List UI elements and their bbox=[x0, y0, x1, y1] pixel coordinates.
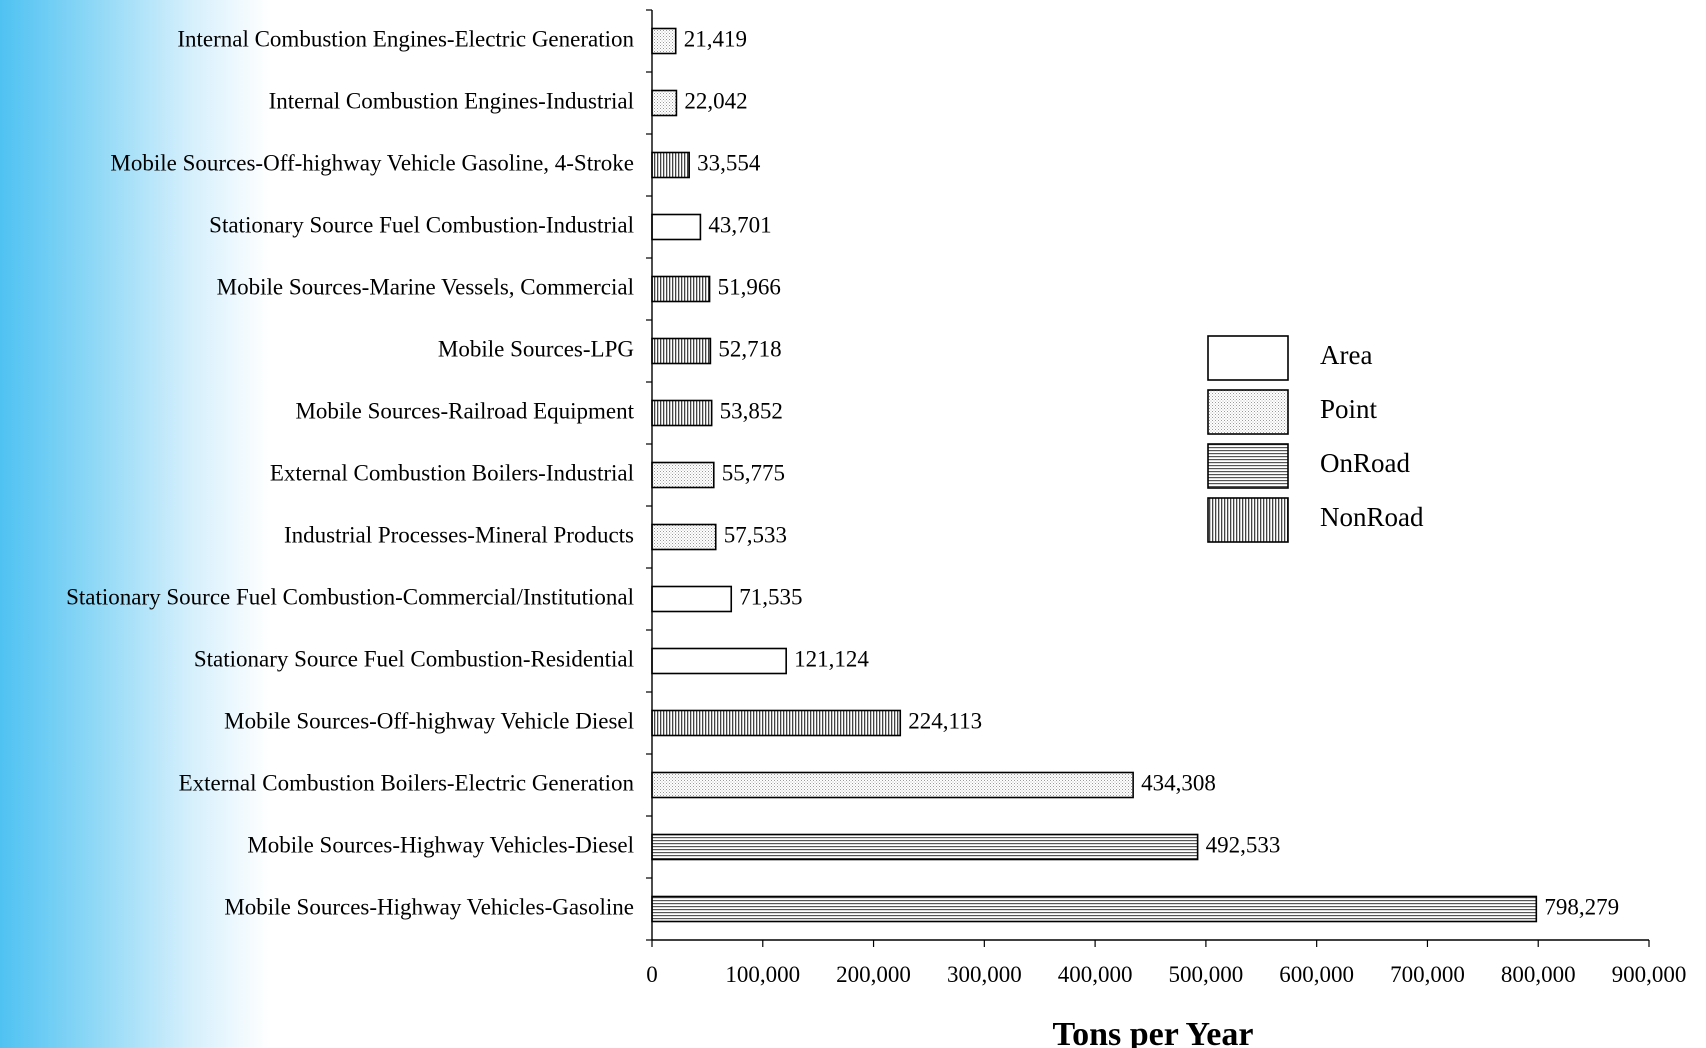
value-labels: 21,419 22,042 33,554 43,701 51,966 52,718 53,8… bbox=[684, 26, 1619, 919]
category-label: Mobile Sources-Off-highway Vehicle Gasol… bbox=[110, 150, 634, 175]
data-label: 53,852 bbox=[720, 398, 783, 423]
x-tick-label: 200,000 bbox=[836, 962, 911, 987]
bar bbox=[651, 337, 712, 365]
data-label: 492,533 bbox=[1206, 832, 1281, 857]
x-tick-label: 400,000 bbox=[1058, 962, 1133, 987]
bar bbox=[651, 647, 787, 675]
data-label: 57,533 bbox=[724, 522, 787, 547]
category-label: Mobile Sources-Highway Vehicles-Diesel bbox=[247, 832, 634, 857]
legend-swatch bbox=[1207, 443, 1289, 489]
x-tick-label: 800,000 bbox=[1501, 962, 1576, 987]
legend-label: Area bbox=[1320, 340, 1372, 370]
data-label: 121,124 bbox=[794, 646, 869, 671]
bar bbox=[651, 461, 715, 489]
bar bbox=[651, 275, 711, 303]
axes: 0 100,000 200,000 300,000 400,000 500,000 600,… bbox=[646, 9, 1687, 987]
data-label: 33,554 bbox=[697, 150, 761, 175]
bar bbox=[651, 151, 690, 179]
data-label: 52,718 bbox=[718, 336, 781, 361]
bar bbox=[651, 895, 1538, 923]
data-label: 798,279 bbox=[1544, 894, 1619, 919]
data-label: 22,042 bbox=[684, 88, 747, 113]
x-tick-label: 900,000 bbox=[1612, 962, 1687, 987]
category-label: External Combustion Boilers-Industrial bbox=[270, 460, 634, 485]
bar bbox=[651, 399, 713, 427]
category-label: External Combustion Boilers-Electric Gen… bbox=[179, 770, 635, 795]
category-label: Mobile Sources-Railroad Equipment bbox=[295, 398, 634, 423]
data-label: 71,535 bbox=[739, 584, 802, 609]
bar bbox=[651, 523, 717, 551]
x-axis-title: Tons per Year bbox=[1053, 1016, 1254, 1048]
legend-swatch bbox=[1207, 497, 1289, 543]
legend-label: OnRoad bbox=[1320, 448, 1410, 478]
category-label: Mobile Sources-LPG bbox=[438, 336, 634, 361]
category-label: Mobile Sources-Marine Vessels, Commercia… bbox=[217, 274, 634, 299]
data-label: 51,966 bbox=[718, 274, 781, 299]
x-tick-label: 100,000 bbox=[725, 962, 800, 987]
category-label: Stationary Source Fuel Combustion-Indust… bbox=[209, 212, 634, 237]
x-tick-label: 0 bbox=[646, 962, 658, 987]
category-label: Internal Combustion Engines-Industrial bbox=[269, 88, 634, 113]
bar bbox=[651, 833, 1199, 861]
bar bbox=[651, 89, 678, 117]
x-tick-label: 500,000 bbox=[1169, 962, 1244, 987]
bar bbox=[651, 27, 677, 55]
category-label: Mobile Sources-Highway Vehicles-Gasoline bbox=[224, 894, 634, 919]
legend-swatch bbox=[1207, 389, 1289, 435]
background-gradient bbox=[0, 0, 270, 1048]
category-label: Stationary Source Fuel Combustion-Reside… bbox=[194, 646, 634, 671]
x-tick-label: 300,000 bbox=[947, 962, 1022, 987]
data-label: 43,701 bbox=[708, 212, 771, 237]
bar bbox=[651, 709, 902, 737]
legend-label: Point bbox=[1320, 394, 1378, 424]
category-label: Stationary Source Fuel Combustion-Commer… bbox=[66, 584, 634, 609]
x-tick-label: 700,000 bbox=[1390, 962, 1465, 987]
data-label: 434,308 bbox=[1141, 770, 1216, 795]
bars-group bbox=[651, 27, 1538, 923]
x-tick-label: 600,000 bbox=[1279, 962, 1354, 987]
legend: Area Point OnRoad NonRoad bbox=[1207, 335, 1424, 543]
bar bbox=[651, 771, 1134, 799]
category-label: Mobile Sources-Off-highway Vehicle Diese… bbox=[224, 708, 634, 733]
data-label: 224,113 bbox=[908, 708, 982, 733]
bar bbox=[651, 213, 702, 241]
category-label: Industrial Processes-Mineral Products bbox=[284, 522, 634, 547]
category-label: Internal Combustion Engines-Electric Gen… bbox=[177, 26, 634, 51]
legend-swatch bbox=[1207, 335, 1289, 381]
legend-label: NonRoad bbox=[1320, 502, 1424, 532]
data-label: 21,419 bbox=[684, 26, 747, 51]
category-labels: Internal Combustion Engines-Electric Gen… bbox=[66, 26, 635, 919]
bar bbox=[651, 585, 733, 613]
data-label: 55,775 bbox=[722, 460, 785, 485]
